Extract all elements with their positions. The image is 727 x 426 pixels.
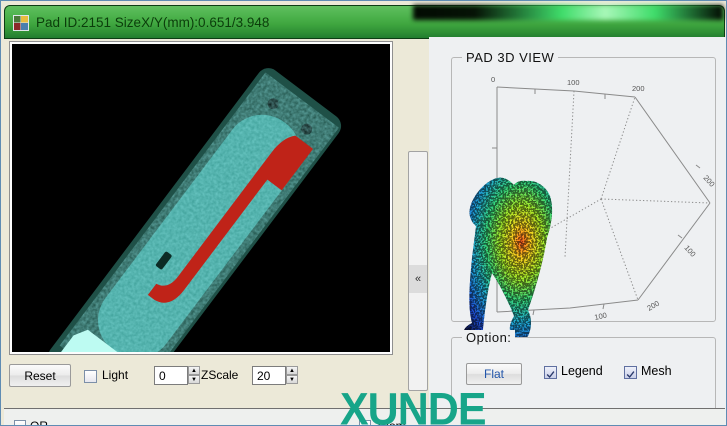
svg-text:100: 100 [594, 311, 608, 322]
svg-text:200: 200 [702, 173, 717, 188]
svg-text:200: 200 [632, 84, 645, 93]
svg-text:0: 0 [491, 75, 495, 84]
svg-text:100: 100 [567, 78, 580, 87]
svg-text:200: 200 [646, 299, 661, 313]
svg-text:100: 100 [683, 243, 698, 258]
